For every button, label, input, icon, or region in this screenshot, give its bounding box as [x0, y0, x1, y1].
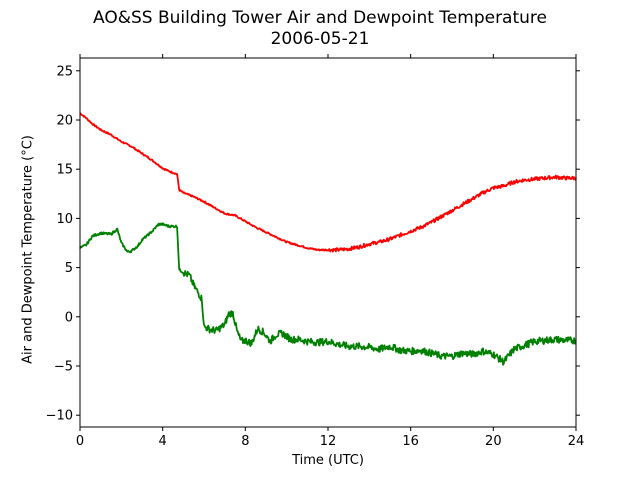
y-tick-label: 0 [65, 310, 73, 325]
chart-title: AO&SS Building Tower Air and Dewpoint Te… [92, 8, 547, 28]
x-tick-label: 12 [320, 434, 337, 449]
series-layer [79, 112, 577, 366]
y-tick-label: 15 [56, 163, 73, 178]
y-tick-label: 25 [56, 64, 73, 79]
x-tick-label: 16 [402, 434, 419, 449]
y-axis-label: Air and Dewpoint Temperature (°C) [20, 135, 36, 364]
ticks-layer: 0 4 8 12 16 20 24 −10 −5 0 5 10 15 20 25 [46, 54, 585, 449]
y-tick-label: −5 [54, 359, 73, 374]
series-line-2 [79, 222, 577, 366]
x-tick-label: 4 [159, 434, 167, 449]
y-tick-label: 5 [65, 261, 73, 276]
y-tick-label: 20 [56, 113, 73, 128]
x-tick-label: 8 [241, 434, 249, 449]
x-tick-label: 20 [485, 434, 502, 449]
plot-frame [79, 57, 577, 428]
y-tick-label: 10 [56, 212, 73, 227]
x-axis-label: Time (UTC) [292, 453, 364, 468]
x-tick-label: 24 [568, 434, 585, 449]
chart-subtitle: 2006-05-21 [270, 29, 370, 49]
x-tick-label: 0 [76, 434, 84, 449]
series-line-1 [79, 112, 577, 253]
y-tick-label: −10 [46, 409, 73, 424]
